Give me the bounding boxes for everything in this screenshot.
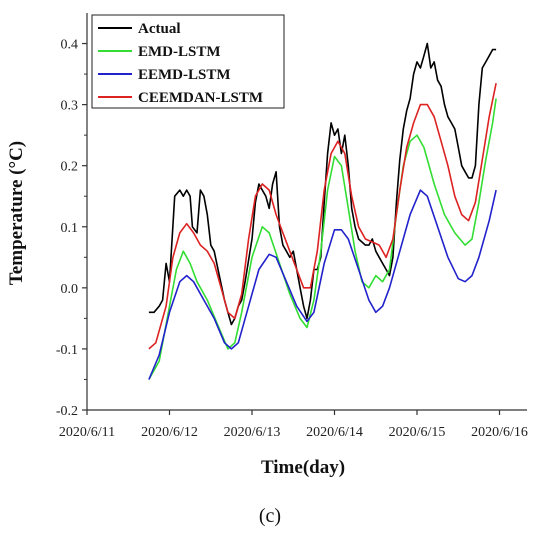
legend-entry-label: Actual — [138, 21, 181, 37]
y-tick-label: 0.2 — [61, 160, 79, 175]
series-line-emd-lstm — [148, 98, 497, 380]
y-tick-label: 0.0 — [61, 282, 79, 297]
x-axis-label: Time(day) — [261, 457, 345, 478]
series-layer — [148, 42, 497, 380]
x-tick-label: 2020/6/16 — [471, 425, 528, 440]
legend-entry-label: EEMD-LSTM — [138, 67, 231, 83]
axes-layer: -0.2 -0.1 0.0 0.1 0.2 0.3 0.4 2020/6/11 2020/6/1… — [56, 13, 528, 440]
y-tick-label: 0.3 — [61, 99, 79, 114]
legend-entry-label: EMD-LSTM — [138, 44, 221, 60]
legend: Actual EMD-LSTM EEMD-LSTM CEEMDAN-LSTM — [91, 14, 285, 109]
series-line-actual — [148, 42, 497, 326]
y-tick-label: 0.4 — [61, 38, 79, 53]
y-tick-label: 0.1 — [61, 221, 79, 236]
y-axis-label: Temperature (°C) — [6, 141, 27, 285]
legend-entry-label: CEEMDAN-LSTM — [138, 90, 263, 106]
series-line-eemd-lstm — [148, 189, 497, 380]
figure-panel-label: (c) — [259, 505, 281, 527]
x-tick-label: 2020/6/13 — [224, 425, 281, 440]
x-tick-label: 2020/6/15 — [389, 425, 446, 440]
y-tick-label: -0.1 — [56, 343, 78, 358]
x-tick-label: 2020/6/11 — [59, 425, 115, 440]
x-tick-label: 2020/6/14 — [306, 425, 363, 440]
legend-box — [91, 14, 285, 109]
x-tick-label: 2020/6/12 — [141, 425, 198, 440]
y-tick-label: -0.2 — [56, 404, 78, 419]
series-line-ceemdan-lstm — [148, 83, 497, 350]
